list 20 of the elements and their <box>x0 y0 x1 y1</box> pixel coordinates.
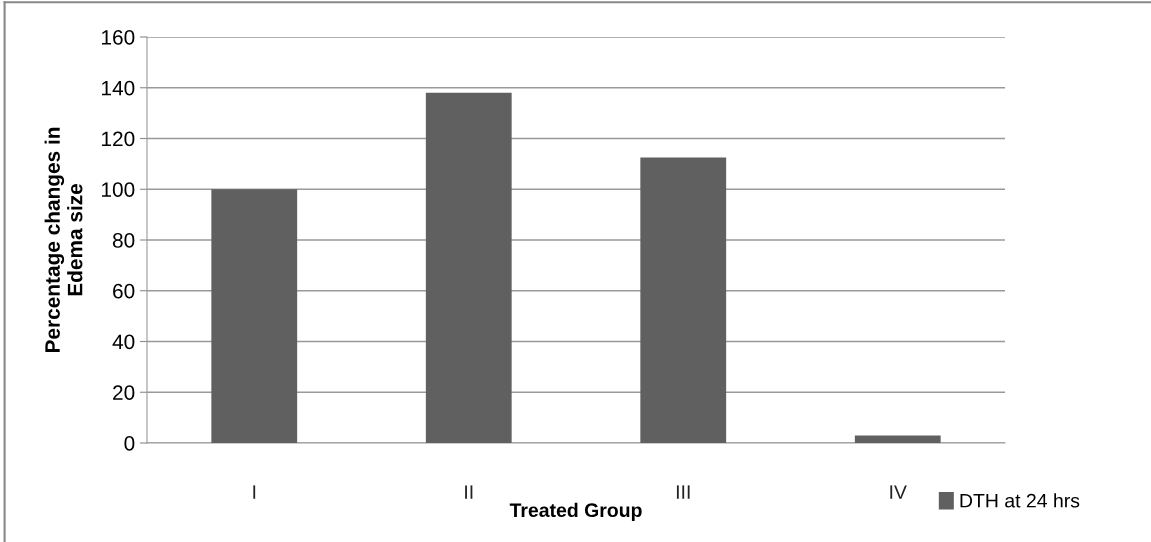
y-tick-label: 120 <box>102 131 135 147</box>
x-tick-label: II <box>465 485 473 499</box>
bar <box>640 157 727 443</box>
y-tick-label: 0 <box>124 436 135 451</box>
bar <box>425 92 512 443</box>
legend-label: DTH at 24 hrs <box>960 493 1080 508</box>
y-tick-label: 20 <box>113 385 135 400</box>
y-tick-label: 160 <box>102 30 135 45</box>
y-tick-label: 80 <box>112 233 135 248</box>
y-tick-label: 100 <box>102 182 135 197</box>
x-tick-label: IV <box>890 485 907 499</box>
x-tick-label: III <box>676 485 690 499</box>
x-axis-title: Treated Group <box>509 502 642 521</box>
bar <box>211 189 298 443</box>
y-axis-title: Percentage changes in Edema size <box>44 127 83 353</box>
y-tick-label: 60 <box>113 283 135 299</box>
x-tick-label: I <box>253 485 256 499</box>
y-tick-label: 40 <box>112 334 135 350</box>
bar <box>854 435 941 443</box>
y-tick-label: 140 <box>102 80 135 96</box>
